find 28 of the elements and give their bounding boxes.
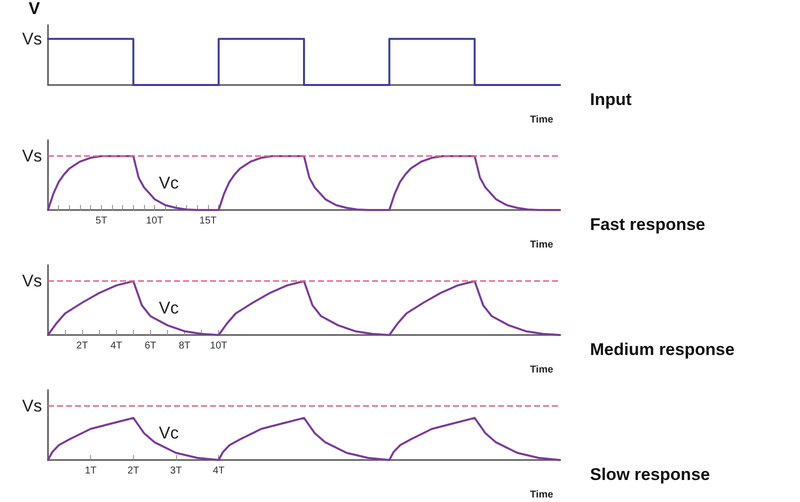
annotation: Vc — [158, 424, 180, 443]
x-tick-label: 5T — [95, 216, 108, 226]
x-tick-label: 15T — [199, 216, 217, 226]
text: Medium response — [590, 340, 735, 359]
annotation: Vc — [158, 174, 180, 193]
x-tick-label: 1T — [84, 466, 97, 476]
text: Fast response — [590, 215, 706, 234]
x-tick-label: 10T — [210, 340, 228, 352]
y-axis-title: V — [28, 0, 41, 18]
x-tick-label: 6T — [144, 340, 156, 352]
x-tick-label: 8T — [178, 340, 190, 352]
text: Vs — [22, 396, 42, 416]
x-axis-title: Time — [530, 364, 554, 376]
x-tick-label: 2T — [127, 466, 140, 476]
x-tick-label: 2T — [76, 340, 88, 352]
text: Vs — [22, 146, 42, 166]
x-tick-label: 4T — [110, 340, 122, 352]
x-tick-label: 4T — [212, 466, 225, 476]
x-tick-label: 3T — [170, 466, 182, 476]
x-axis-title: Time — [530, 114, 554, 126]
text: Slow response — [590, 465, 710, 484]
text: Vs — [22, 272, 42, 291]
x-axis-title: Time — [530, 490, 554, 500]
x-axis-title: Time — [530, 240, 554, 250]
annotation: Vc — [158, 298, 180, 318]
x-tick-label: 10T — [146, 216, 164, 226]
text: Vs — [22, 29, 42, 48]
text: Input — [590, 90, 632, 109]
